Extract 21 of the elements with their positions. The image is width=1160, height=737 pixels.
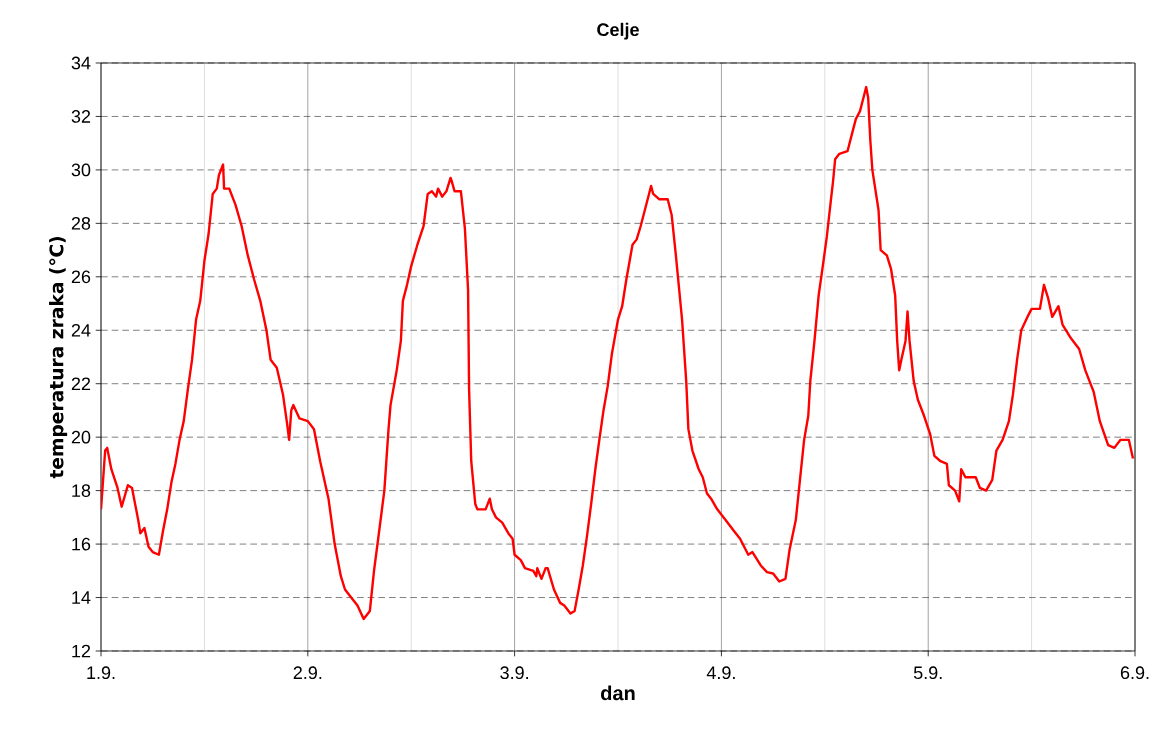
- y-axis-title: temperatura zraka (℃): [49, 237, 68, 479]
- y-tick-label: 14: [72, 591, 91, 604]
- y-tick-label: 30: [71, 163, 91, 177]
- x-tick-label: 5.9.: [913, 666, 942, 680]
- x-tick-label: 6.9.: [1120, 666, 1149, 680]
- x-tick-label: 4.9.: [706, 666, 735, 680]
- chart-title: Celje: [597, 22, 639, 40]
- y-tick-label: 24: [71, 323, 91, 337]
- y-tick-label: 26: [71, 270, 91, 284]
- y-tick-label: 34: [71, 56, 91, 70]
- y-tick-label: 18: [72, 484, 91, 497]
- x-tick-label: 2.9.: [293, 666, 322, 680]
- y-tick-label: 28: [71, 216, 91, 230]
- x-axis-title: dan: [601, 685, 635, 701]
- x-tick-label: 1.9.: [87, 666, 115, 680]
- y-tick-label: 12: [72, 644, 91, 658]
- x-tick-label: 3.9.: [500, 666, 528, 680]
- y-tick-label: 32: [71, 110, 91, 123]
- y-tick-label: 20: [71, 430, 91, 444]
- y-tick-label: 16: [72, 537, 91, 551]
- y-tick-label: 22: [71, 377, 91, 390]
